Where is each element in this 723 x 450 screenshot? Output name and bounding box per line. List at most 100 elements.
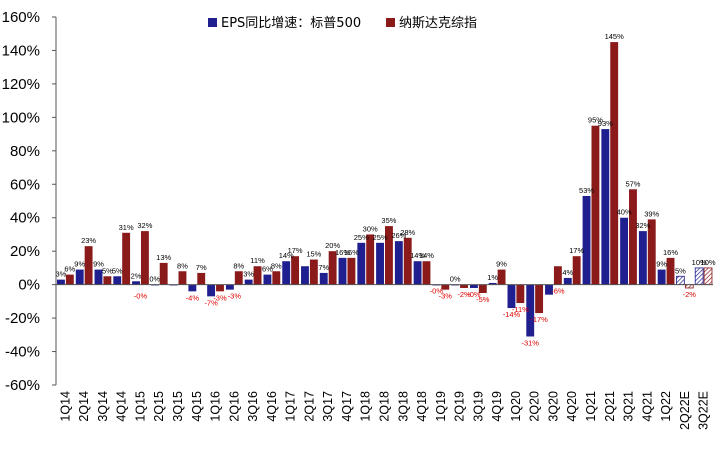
sp500-bar [563, 277, 572, 285]
y-tick-label: 60% [10, 176, 40, 193]
nasdaq-bar [497, 269, 506, 285]
sp500-data-label: 4% [562, 268, 573, 277]
sp500-data-label: 3% [243, 270, 254, 279]
nasdaq-data-label: 10% [701, 258, 716, 267]
extra-data-label: -0% [134, 292, 148, 301]
sp500-data-label: 14% [410, 251, 425, 260]
sp500-data-label: -31% [521, 338, 539, 347]
sp500-bar [376, 242, 384, 285]
sp500-bar [113, 276, 122, 285]
sp500-data-label: 5% [112, 266, 123, 275]
sp500-data-label: 93% [598, 119, 613, 128]
y-tick-label: 80% [10, 143, 40, 160]
nasdaq-data-label: 16% [344, 248, 359, 257]
nasdaq-bar [122, 232, 131, 285]
x-tick-label: 1Q20 [509, 391, 523, 422]
sp500-bar [620, 217, 629, 285]
x-tick-label: 3Q14 [96, 391, 110, 422]
x-tick-label: 4Q18 [415, 391, 429, 422]
y-tick-label: 0% [18, 277, 40, 294]
nasdaq-bar [516, 284, 525, 304]
x-tick-label: 3Q21 [622, 391, 636, 422]
nasdaq-bar [478, 284, 487, 293]
sp500-data-label: 5% [675, 266, 686, 275]
sp500-bar [225, 284, 234, 290]
sp500-bar [469, 284, 478, 288]
sp500-data-label: 1% [487, 273, 498, 282]
nasdaq-bar [553, 266, 562, 285]
nasdaq-data-label: -3% [213, 293, 227, 302]
sp500-bar [601, 129, 610, 285]
x-tick-label: 1Q15 [133, 391, 147, 422]
x-tick-label: 4Q21 [640, 391, 654, 422]
sp500-bar [545, 284, 553, 295]
sp500-bar [57, 279, 65, 285]
x-tick-label: 4Q19 [490, 391, 504, 422]
sp500-bar [638, 231, 647, 285]
sp500-bar [657, 269, 666, 285]
sp500-data-label: -0% [430, 287, 444, 296]
x-tick-label: 4Q14 [115, 391, 129, 422]
x-tick-label: 4Q16 [265, 391, 279, 422]
nasdaq-bar [234, 271, 243, 285]
sp500-data-label: 7% [318, 263, 329, 272]
sp500-bar [319, 272, 328, 285]
nasdaq-bar [103, 276, 112, 285]
nasdaq-bar [65, 274, 74, 285]
x-tick-label: 2Q16 [227, 391, 241, 422]
sp500-bar [301, 266, 309, 285]
sp500-data-label: -4% [186, 293, 200, 302]
nasdaq-data-label: 28% [400, 228, 415, 237]
nasdaq-bar [422, 261, 431, 285]
nasdaq-bar [309, 259, 318, 285]
sp500-bar [507, 284, 516, 309]
sp500-bar [282, 261, 291, 285]
sp500-bar [488, 282, 497, 285]
nasdaq-data-label: 23% [81, 236, 96, 245]
sp500-data-label: 53% [579, 186, 594, 195]
sp500-bar [207, 284, 216, 297]
nasdaq-data-label: 35% [381, 216, 396, 225]
nasdaq-bar [647, 219, 656, 285]
x-tick-label: 2Q20 [528, 391, 542, 422]
nasdaq-data-label: -2% [457, 290, 471, 299]
sp500-data-label: 26% [391, 231, 406, 240]
sp500-bar [676, 275, 685, 286]
y-tick-label: 140% [2, 42, 40, 59]
nasdaq-data-label: 20% [325, 241, 340, 250]
extra-data-label: -3% [228, 292, 242, 301]
nasdaq-bar [178, 271, 187, 285]
nasdaq-data-label: 30% [363, 224, 378, 233]
sp500-data-label: 6% [262, 265, 273, 274]
nasdaq-data-label: -11% [512, 305, 529, 314]
nasdaq-data-label: 11% [250, 256, 265, 265]
nasdaq-data-label: -2% [683, 290, 697, 299]
x-tick-label: 1Q17 [284, 391, 298, 422]
x-tick-label: 2Q14 [77, 391, 91, 422]
sp500-data-label: 9% [74, 260, 85, 269]
nasdaq-data-label: 17% [288, 246, 303, 255]
nasdaq-bar [253, 266, 262, 285]
nasdaq-bar [460, 284, 468, 288]
sp500-data-label: 16% [335, 248, 350, 257]
legend-label-sp500: EPS同比增速：标普500 [221, 16, 361, 31]
nasdaq-bar [197, 272, 206, 285]
nasdaq-data-label: 15% [306, 250, 321, 259]
sp500-data-label: -0% [467, 290, 481, 299]
sp500-data-label: 2% [131, 271, 142, 280]
x-tick-label: 1Q19 [434, 391, 448, 422]
sp500-bar [394, 241, 403, 285]
nasdaq-bar [591, 125, 600, 285]
sp500-data-label: 32% [635, 221, 650, 230]
x-tick-label: 4Q20 [565, 391, 579, 422]
legend-swatch-sp500 [208, 18, 217, 27]
x-tick-label: 1Q22 [659, 391, 673, 422]
nasdaq-bar [216, 284, 224, 292]
sp500-bar [526, 284, 535, 337]
x-tick-label: 3Q20 [546, 391, 560, 422]
sp500-data-label: 9% [93, 260, 104, 269]
sp500-bar [94, 269, 103, 285]
nasdaq-data-label: 7% [196, 263, 207, 272]
nasdaq-bar [703, 267, 713, 286]
